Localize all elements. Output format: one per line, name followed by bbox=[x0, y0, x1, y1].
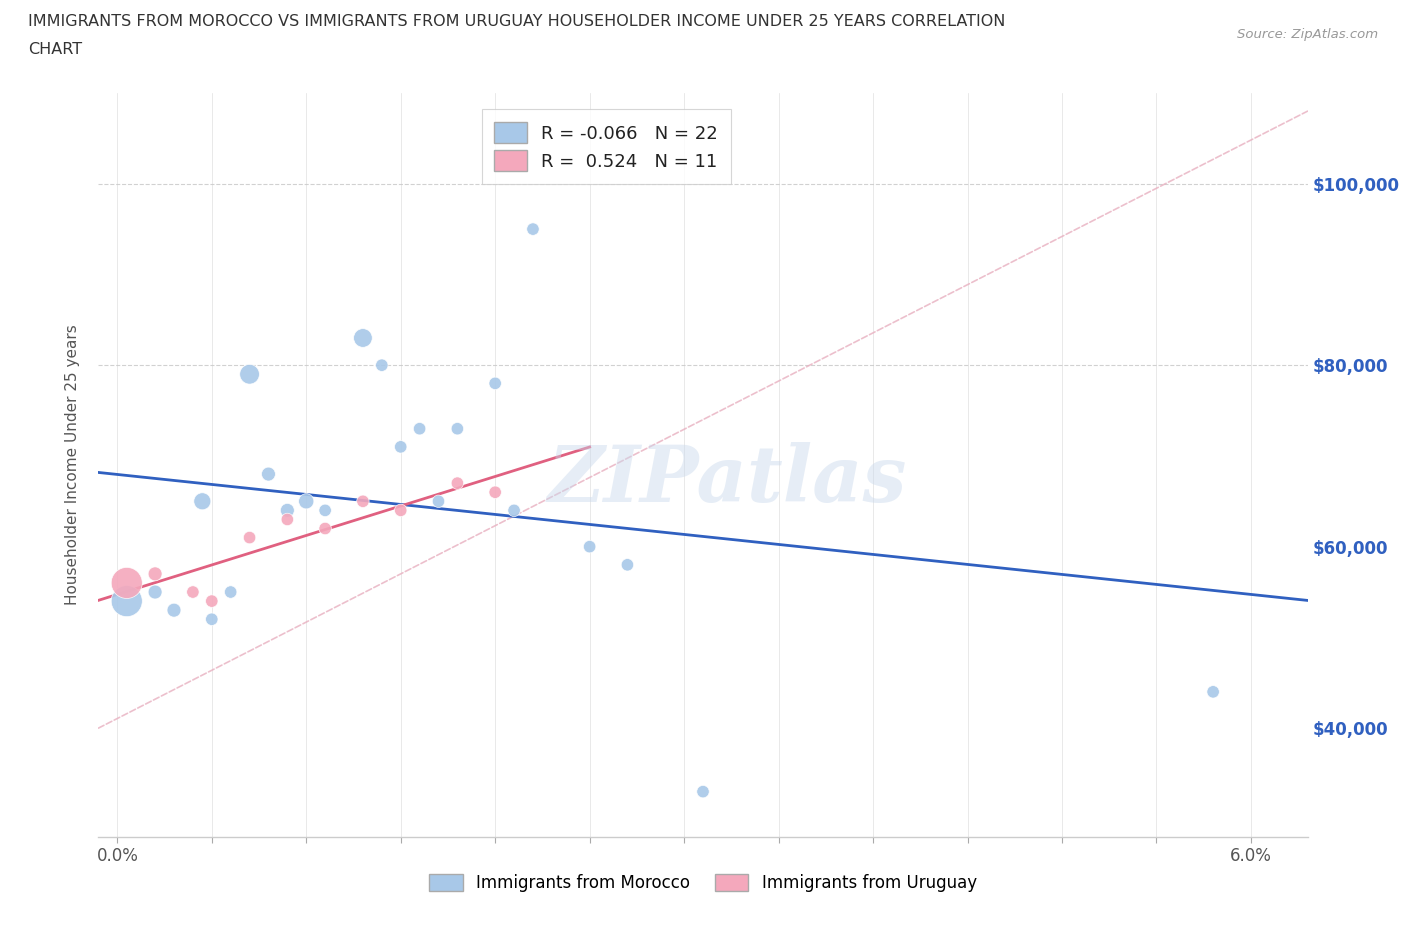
Point bbox=[191, 494, 214, 509]
Point bbox=[181, 585, 204, 600]
Point bbox=[115, 593, 138, 608]
Point bbox=[143, 566, 166, 581]
Point bbox=[427, 494, 450, 509]
Point bbox=[446, 476, 468, 491]
Point bbox=[295, 494, 318, 509]
Y-axis label: Householder Income Under 25 years: Householder Income Under 25 years bbox=[65, 325, 80, 605]
Legend: Immigrants from Morocco, Immigrants from Uruguay: Immigrants from Morocco, Immigrants from… bbox=[423, 867, 983, 898]
Point bbox=[314, 521, 336, 536]
Point bbox=[389, 439, 412, 454]
Point bbox=[484, 376, 506, 391]
Point bbox=[446, 421, 468, 436]
Point bbox=[276, 512, 298, 527]
Point bbox=[578, 539, 600, 554]
Text: CHART: CHART bbox=[28, 42, 82, 57]
Point bbox=[276, 503, 298, 518]
Point bbox=[616, 557, 638, 572]
Point bbox=[239, 530, 262, 545]
Point bbox=[201, 612, 224, 627]
Point bbox=[163, 603, 186, 618]
Point bbox=[484, 485, 506, 499]
Point bbox=[239, 366, 262, 381]
Text: ZIPatlas: ZIPatlas bbox=[547, 442, 907, 518]
Point bbox=[389, 503, 412, 518]
Point bbox=[201, 593, 224, 608]
Point bbox=[692, 784, 714, 799]
Point bbox=[314, 503, 336, 518]
Point bbox=[257, 467, 280, 482]
Point bbox=[219, 585, 242, 600]
Point bbox=[408, 421, 430, 436]
Point bbox=[352, 330, 374, 345]
Point bbox=[352, 494, 374, 509]
Point bbox=[143, 585, 166, 600]
Point bbox=[522, 221, 544, 236]
Point bbox=[503, 503, 526, 518]
Point bbox=[115, 576, 138, 591]
Point bbox=[371, 358, 394, 373]
Point bbox=[1202, 684, 1225, 699]
Legend: R = -0.066   N = 22, R =  0.524   N = 11: R = -0.066 N = 22, R = 0.524 N = 11 bbox=[482, 110, 731, 184]
Text: Source: ZipAtlas.com: Source: ZipAtlas.com bbox=[1237, 28, 1378, 41]
Text: IMMIGRANTS FROM MOROCCO VS IMMIGRANTS FROM URUGUAY HOUSEHOLDER INCOME UNDER 25 Y: IMMIGRANTS FROM MOROCCO VS IMMIGRANTS FR… bbox=[28, 14, 1005, 29]
